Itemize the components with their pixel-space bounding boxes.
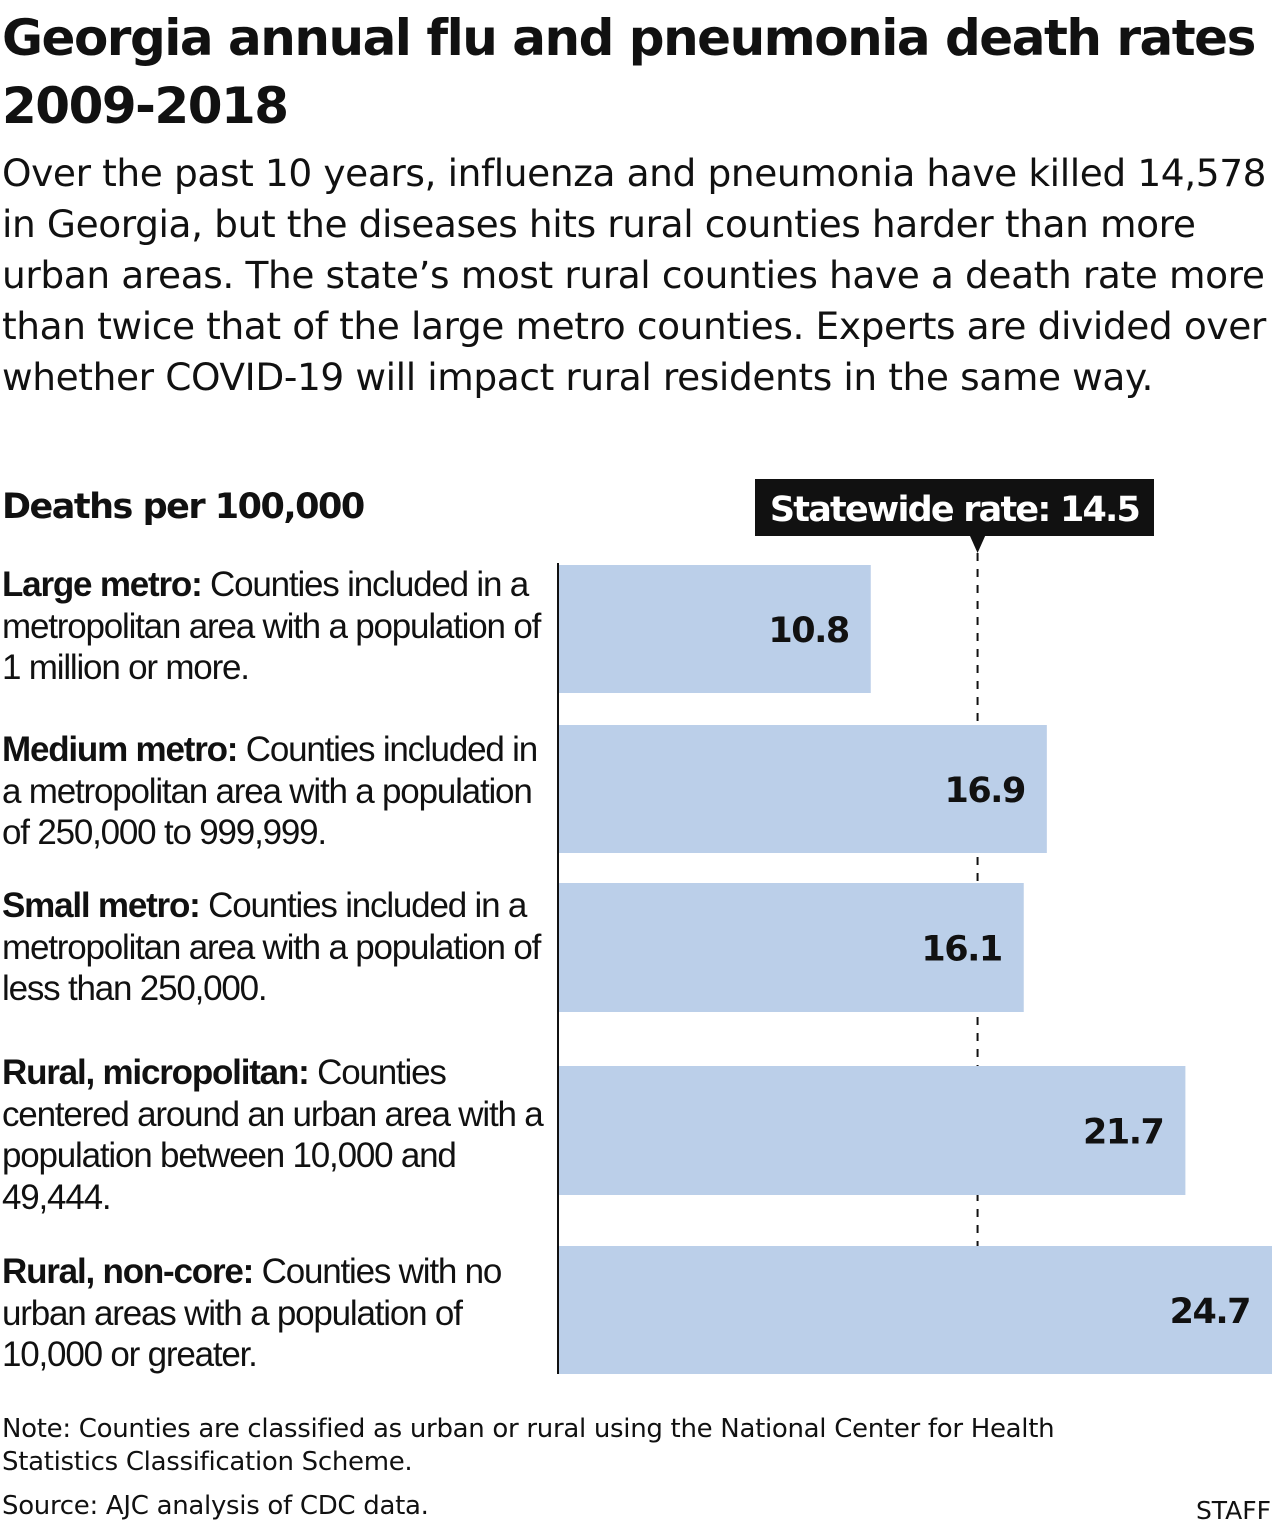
- category-description: Counties centered around an urban area w…: [2, 1053, 544, 1217]
- bar-value-label: 24.7: [1170, 1292, 1250, 1332]
- reference-line-label: Statewide rate: 14.5: [770, 490, 1139, 530]
- category-label: Rural, non-core:: [2, 1252, 254, 1291]
- bar-value-label: 21.7: [1083, 1113, 1163, 1153]
- bar-small-metro: [559, 883, 1024, 1012]
- category-description: Counties included in a metropolitan area…: [2, 565, 541, 687]
- bar-rural-non-core: [559, 1246, 1272, 1374]
- category-description: Counties included in a metropolitan area…: [2, 730, 538, 852]
- y-axis-label: Deaths per 100,000: [2, 487, 365, 527]
- chart-note: Note: Counties are classified as urban o…: [2, 1414, 1055, 1477]
- chart-credit: STAFF: [1195, 1496, 1271, 1525]
- bar-medium-metro: [559, 725, 1047, 853]
- category-label: Small metro:: [2, 886, 201, 925]
- bar-large-metro: [559, 565, 871, 693]
- category-description: Counties included in a metropolitan area…: [2, 886, 541, 1008]
- bar-value-label: 16.9: [944, 771, 1025, 811]
- category-rural-non-core: Rural, non-core: Counties with no urban …: [2, 1251, 547, 1376]
- category-medium-metro: Medium metro: Counties included in a met…: [2, 729, 547, 854]
- category-rural-micropolitan: Rural, micropolitan: Counties centered a…: [2, 1052, 547, 1218]
- bar-value-label: 16.1: [921, 930, 1001, 970]
- chart-subtitle: Over the past 10 years, influenza and pn…: [2, 151, 1267, 399]
- bar-rural-micropolitan: [559, 1066, 1186, 1195]
- category-label: Medium metro:: [2, 730, 238, 769]
- bar-value-label: 10.8: [768, 611, 849, 651]
- chart-source: Source: AJC analysis of CDC data.: [2, 1491, 429, 1521]
- category-small-metro: Small metro: Counties included in a metr…: [2, 885, 547, 1010]
- category-label: Large metro:: [2, 565, 203, 604]
- category-large-metro: Large metro: Counties included in a metr…: [2, 564, 547, 689]
- category-label: Rural, micropolitan:: [2, 1053, 310, 1092]
- category-description: Counties with no urban areas with a popu…: [2, 1252, 502, 1374]
- chart-title: Georgia annual flu and pneumonia death r…: [2, 9, 1256, 135]
- reference-callout-box: [755, 479, 1154, 536]
- reference-callout-pointer: [969, 535, 986, 553]
